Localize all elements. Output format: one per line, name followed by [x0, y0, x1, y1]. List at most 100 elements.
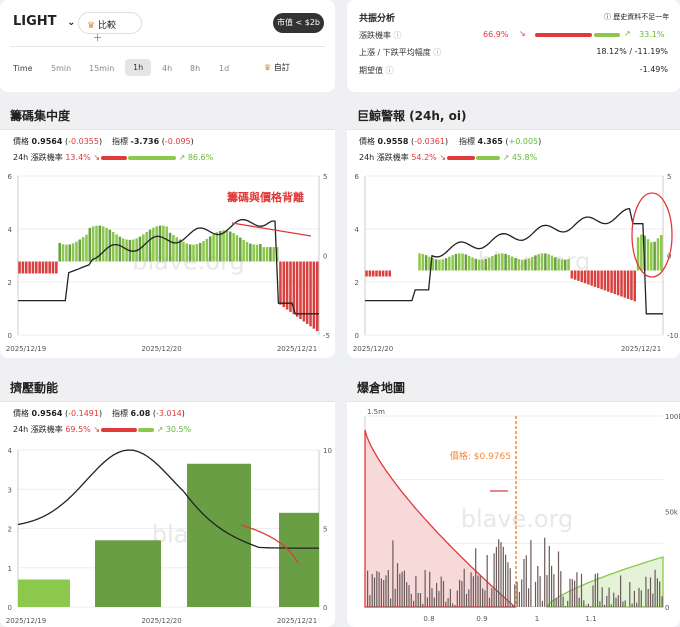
volume-bar	[534, 581, 537, 607]
x-tick-label: 2025/12/19	[6, 345, 46, 353]
volume-bar	[378, 572, 380, 607]
indicator-bar	[656, 238, 660, 271]
volume-bar	[436, 582, 438, 607]
volume-bar	[613, 592, 615, 607]
trend-annotation	[240, 524, 299, 564]
volume-bar	[401, 571, 403, 607]
volume-bar	[576, 572, 578, 607]
indicator-bar	[85, 234, 88, 262]
tf-15min[interactable]: 15min	[89, 64, 115, 73]
volume-bar	[406, 582, 408, 607]
volume-bar	[590, 606, 592, 607]
trend-down-icon: ↘	[519, 29, 526, 38]
y2-tick-label: 5	[667, 173, 671, 181]
indicator-bar	[653, 241, 656, 271]
price-annotation: 價格: $0.9765	[450, 450, 511, 462]
indicator-bar	[245, 242, 249, 262]
indicator-bar	[448, 256, 451, 271]
volume-bar	[470, 572, 472, 607]
market-cap-filter-button[interactable]: 市值 < $2b	[273, 13, 324, 33]
volume-bar	[429, 571, 431, 607]
indicator-bar	[527, 258, 531, 271]
trend-up-icon: ↗	[624, 29, 631, 38]
volume-bar	[622, 601, 624, 607]
indicator-bar	[626, 270, 630, 299]
whale-alert-panel: 巨鯨警報 (24h, oi) 價格 0.9558 (-0.0361) 指標 4.…	[347, 100, 680, 358]
volume-bar	[394, 588, 396, 607]
indicator-bar	[371, 270, 375, 277]
indicator-bar	[255, 244, 259, 262]
crown-icon: ♛	[264, 63, 272, 72]
volume-bar	[617, 595, 619, 607]
indicator-bar	[315, 261, 319, 332]
indicator-bar	[563, 259, 567, 271]
indicator-bar	[279, 512, 319, 607]
indicator-bar	[650, 242, 653, 271]
volume-bar	[495, 546, 497, 607]
indicator-bar	[424, 255, 428, 271]
plus-icon: ＋	[93, 34, 103, 44]
indicator-bar	[514, 258, 517, 271]
volume-bar	[553, 574, 555, 607]
indicator-bar	[467, 255, 471, 271]
volume-bar	[387, 569, 389, 607]
volume-bar	[516, 581, 518, 607]
indicator-bar	[464, 254, 468, 271]
volume-bar	[631, 603, 633, 607]
volume-bar	[656, 578, 658, 607]
indicator-bar	[212, 234, 215, 262]
volume-bar	[408, 585, 410, 607]
indicator-bar	[35, 261, 38, 274]
tf-1d[interactable]: 1d	[219, 64, 230, 73]
indicator-bar	[24, 261, 28, 274]
indicator-bar	[55, 261, 58, 274]
tf-1h[interactable]: 1h	[125, 59, 152, 76]
volume-bar	[422, 603, 424, 607]
indicator-bar	[603, 270, 607, 291]
compare-button[interactable]: ♛ 比較 ＋	[78, 12, 142, 44]
time-label: Time	[13, 64, 33, 73]
indicator-bar	[620, 270, 623, 297]
indicator-bar	[474, 258, 478, 271]
indicator-bar	[616, 270, 620, 296]
volume-bar	[376, 571, 378, 607]
indicator-bar	[21, 261, 25, 274]
tf-5min[interactable]: 5min	[51, 64, 72, 73]
indicator-bar	[471, 257, 474, 271]
watermark: blave.org	[461, 505, 574, 533]
volume-bar	[645, 576, 647, 607]
indicator-bar	[451, 255, 454, 271]
volume-bar	[571, 579, 573, 607]
indicator-bar	[477, 259, 481, 271]
indicator-bar	[187, 463, 251, 607]
x-tick-label: 1	[535, 615, 539, 623]
indicator-bar	[438, 259, 441, 271]
divergence-line	[231, 222, 312, 237]
liquidation-map-panel: 爆倉地圖 0500k1m1.5m050k100k0.80.911.1blave.…	[347, 372, 680, 627]
indicator-bar	[165, 226, 168, 262]
tf-8h[interactable]: 8h	[190, 64, 201, 73]
ticker-dropdown[interactable]: LIGHT ⌄	[13, 14, 75, 29]
help-icon: ⓘ	[385, 66, 394, 75]
indicator-bar	[95, 225, 98, 262]
indicator-bar	[98, 225, 102, 262]
volume-bar	[659, 581, 661, 607]
volume-bar	[440, 576, 442, 607]
x-tick-label: 2025/12/21	[621, 345, 661, 353]
volume-bar	[482, 588, 484, 607]
indicator-bar	[61, 244, 65, 262]
price-info: 價格 0.9564 (-0.1491)	[13, 409, 103, 418]
y-tick-label: 4	[8, 226, 13, 234]
tf-4h[interactable]: 4h	[162, 64, 173, 73]
indicator-bar	[38, 261, 41, 274]
up-prob-bar	[594, 33, 620, 37]
custom-timeframe-button[interactable]: ♛ 自訂	[264, 62, 290, 73]
indicator-bar	[544, 253, 547, 271]
indicator-bar	[178, 239, 182, 262]
volume-bar	[597, 573, 599, 607]
y-tick-label: 6	[355, 173, 360, 181]
volume-bar	[599, 601, 601, 607]
volume-bar	[433, 597, 435, 607]
volume-bar	[523, 558, 525, 607]
